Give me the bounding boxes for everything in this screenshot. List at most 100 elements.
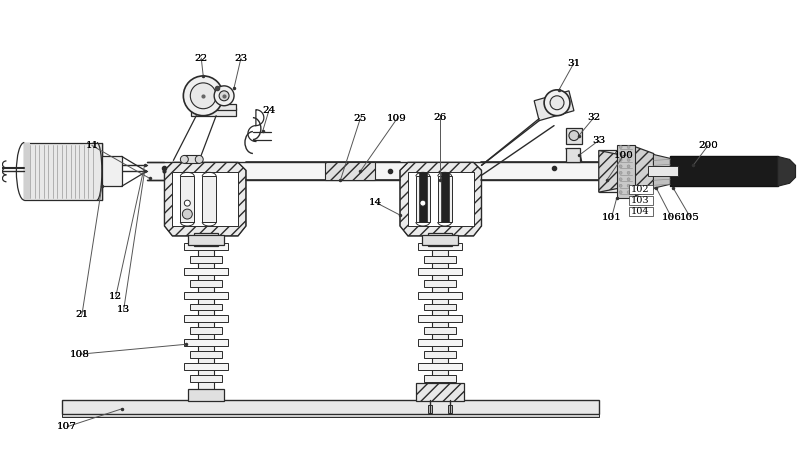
Bar: [190, 351, 222, 358]
Bar: [428, 405, 432, 413]
Text: 14: 14: [369, 198, 382, 207]
Bar: [188, 235, 224, 245]
Text: 21: 21: [75, 310, 89, 319]
Polygon shape: [778, 157, 795, 186]
Bar: [649, 166, 678, 176]
Text: 107: 107: [57, 422, 77, 431]
Bar: [424, 279, 456, 287]
Text: 109: 109: [387, 114, 407, 123]
Bar: [441, 172, 449, 222]
Polygon shape: [534, 91, 574, 121]
Bar: [424, 351, 456, 358]
Text: 106: 106: [662, 212, 682, 221]
Circle shape: [627, 158, 630, 162]
Bar: [184, 268, 228, 274]
Text: 13: 13: [117, 305, 130, 314]
Bar: [146, 162, 654, 180]
Bar: [629, 185, 654, 194]
Text: 25: 25: [354, 114, 367, 123]
Polygon shape: [634, 147, 666, 196]
Text: 33: 33: [592, 136, 606, 145]
Bar: [448, 405, 452, 413]
Bar: [194, 236, 218, 246]
Bar: [190, 303, 222, 310]
Circle shape: [619, 191, 622, 193]
Bar: [184, 315, 228, 322]
Bar: [598, 150, 629, 192]
Text: 100: 100: [614, 151, 634, 160]
Circle shape: [219, 91, 229, 101]
Circle shape: [627, 184, 630, 187]
Text: 104: 104: [631, 207, 650, 216]
Text: 108: 108: [70, 350, 90, 359]
Circle shape: [627, 191, 630, 193]
Circle shape: [619, 165, 622, 168]
Bar: [194, 233, 218, 243]
Text: 22: 22: [194, 54, 208, 63]
Bar: [566, 148, 580, 162]
Bar: [418, 292, 462, 298]
Circle shape: [627, 152, 630, 155]
Text: 102: 102: [631, 185, 650, 194]
Bar: [198, 246, 214, 400]
Text: 14: 14: [369, 198, 382, 207]
Bar: [424, 375, 456, 382]
Circle shape: [619, 171, 622, 174]
Circle shape: [619, 152, 622, 155]
Bar: [190, 375, 222, 382]
Text: 31: 31: [567, 58, 581, 68]
Bar: [62, 414, 598, 417]
Text: 11: 11: [86, 141, 98, 150]
Bar: [422, 235, 458, 245]
Bar: [190, 327, 222, 334]
Circle shape: [180, 155, 188, 163]
Bar: [180, 176, 194, 222]
Bar: [418, 339, 462, 346]
Text: 24: 24: [262, 106, 275, 115]
Text: 100: 100: [614, 151, 634, 160]
Text: 33: 33: [592, 136, 606, 145]
Circle shape: [195, 155, 203, 163]
Circle shape: [544, 90, 570, 116]
Text: 32: 32: [587, 113, 601, 122]
Bar: [102, 157, 122, 186]
Bar: [629, 207, 654, 216]
Bar: [190, 256, 222, 263]
Bar: [408, 172, 474, 226]
Text: 105: 105: [680, 212, 700, 221]
Circle shape: [550, 96, 564, 110]
Bar: [432, 246, 448, 400]
Bar: [670, 157, 778, 186]
Bar: [424, 327, 456, 334]
Bar: [191, 104, 236, 110]
Bar: [416, 383, 464, 401]
Circle shape: [619, 158, 622, 162]
Circle shape: [619, 178, 622, 181]
Bar: [629, 196, 654, 205]
Bar: [326, 162, 375, 180]
Polygon shape: [617, 144, 634, 198]
Bar: [438, 176, 452, 222]
Text: 25: 25: [354, 114, 367, 123]
Circle shape: [627, 145, 630, 148]
Circle shape: [183, 76, 223, 116]
Bar: [419, 172, 427, 222]
Text: 12: 12: [109, 292, 122, 301]
Text: 200: 200: [698, 141, 718, 150]
Bar: [184, 155, 199, 163]
Circle shape: [619, 184, 622, 187]
Bar: [190, 279, 222, 287]
Text: 103: 103: [631, 196, 650, 205]
Circle shape: [190, 83, 216, 109]
Text: 23: 23: [234, 54, 248, 63]
Bar: [418, 315, 462, 322]
Bar: [566, 128, 582, 144]
Text: 24: 24: [262, 106, 275, 115]
Polygon shape: [165, 162, 246, 236]
Bar: [184, 292, 228, 298]
Polygon shape: [654, 154, 670, 188]
Text: 26: 26: [433, 113, 446, 122]
Text: 32: 32: [587, 113, 601, 122]
Bar: [428, 236, 452, 246]
Circle shape: [184, 200, 190, 206]
